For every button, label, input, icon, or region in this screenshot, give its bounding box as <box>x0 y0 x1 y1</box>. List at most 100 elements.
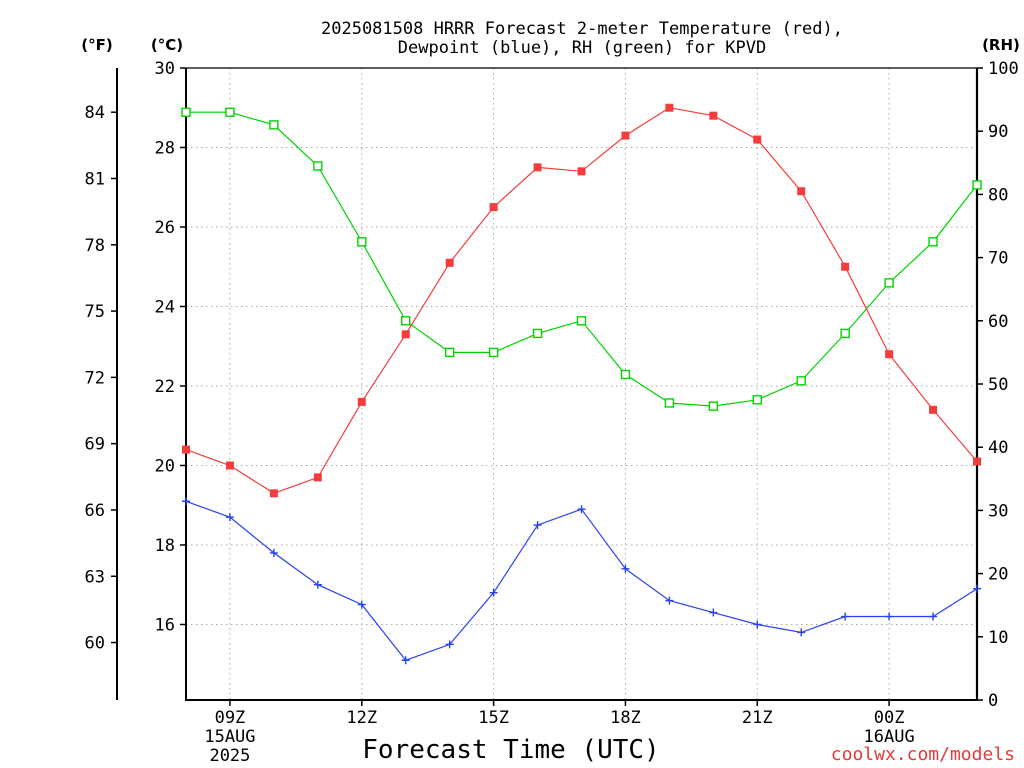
time-tick-label: 12Z <box>346 708 377 728</box>
rh-tick-label: 0 <box>988 691 998 711</box>
dewpoint-point <box>665 596 674 605</box>
dewpoint-point <box>489 588 498 597</box>
rh-tick-label: 40 <box>988 438 1008 458</box>
celsius-tick-label: 20 <box>155 456 175 476</box>
temperature-point <box>577 167 586 176</box>
celsius-tick-label: 28 <box>155 138 175 158</box>
dewpoint-point <box>313 580 322 589</box>
rh-point <box>357 237 367 247</box>
fahrenheit-tick-label: 63 <box>85 567 105 587</box>
celsius-tick-label: 16 <box>155 615 175 635</box>
dewpoint-point <box>182 497 190 506</box>
celsius-tick-label: 24 <box>155 297 175 317</box>
rh-point <box>181 107 191 117</box>
grid-layer <box>186 68 977 700</box>
rh-tick-label: 80 <box>988 185 1008 205</box>
rh-point <box>752 395 762 405</box>
rh-point <box>576 316 587 326</box>
temperature-point <box>797 187 806 196</box>
rh-tick-label: 10 <box>988 628 1008 648</box>
fahrenheit-tick-label: 60 <box>85 634 105 654</box>
dewpoint-point <box>929 612 938 621</box>
dewpoint-point <box>225 513 234 522</box>
rh-tick-label: 50 <box>988 375 1008 395</box>
temperature-point <box>929 405 938 414</box>
rh-tick-label: 90 <box>988 122 1008 142</box>
time-tick-label: 18Z <box>610 708 641 728</box>
dewpoint-point <box>797 628 806 637</box>
fahrenheit-tick-label: 69 <box>85 435 105 455</box>
temperature-point <box>753 135 762 144</box>
rh-tick-label: 20 <box>988 565 1008 585</box>
rh-point <box>664 398 675 408</box>
rh-tick-label: 70 <box>988 249 1008 269</box>
temperature-point <box>621 131 630 140</box>
date-label: 16AUG <box>864 727 915 747</box>
temperature-point <box>313 473 322 482</box>
tick-label-layer: 60 63 66 69 72 75 78 81 84 16 18 20 22 24 26 28 30 0 10 20 3… <box>85 59 1019 766</box>
temperature-point <box>445 258 454 267</box>
rh-point <box>444 347 455 358</box>
year-label: 2025 <box>209 746 250 766</box>
dewpoint-point <box>533 521 542 530</box>
time-tick-label: 21Z <box>742 708 773 728</box>
date-label: 15AUG <box>204 727 255 747</box>
rh-point <box>532 328 543 339</box>
rh-point <box>269 120 279 130</box>
series-layer <box>181 103 982 665</box>
time-tick-label: 09Z <box>215 708 246 728</box>
rh-point <box>972 180 982 190</box>
dewpoint-point <box>621 564 630 573</box>
time-tick-label: 15Z <box>478 708 509 728</box>
celsius-axis-label: (°C) <box>151 36 183 54</box>
chart-title-line-1: 2025081508 HRRR Forecast 2-meter Tempera… <box>321 19 843 39</box>
temperature-point <box>885 350 894 359</box>
temperature-point <box>665 103 674 112</box>
rh-point <box>928 237 938 247</box>
rh-point <box>313 161 323 171</box>
celsius-tick-label: 30 <box>155 59 175 79</box>
rh-point <box>401 316 411 326</box>
temperature-series <box>182 103 981 498</box>
rh-series <box>181 107 982 411</box>
celsius-tick-label: 26 <box>155 218 175 238</box>
temperature-point <box>225 461 234 470</box>
fahrenheit-tick-label: 72 <box>85 368 105 388</box>
dewpoint-point <box>753 620 762 629</box>
temperature-point <box>709 111 718 120</box>
chart-title-line-2: Dewpoint (blue), RH (green) for KPVD <box>398 38 766 58</box>
temperature-point <box>269 489 278 498</box>
fahrenheit-tick-label: 66 <box>85 501 105 521</box>
rh-tick-label: 100 <box>988 59 1019 79</box>
rh-point <box>840 328 850 339</box>
dewpoint-point <box>445 640 454 649</box>
temperature-point <box>973 457 981 466</box>
fahrenheit-axis-label: (°F) <box>81 36 112 54</box>
dewpoint-point <box>357 600 366 609</box>
temperature-point <box>841 262 850 271</box>
rh-point <box>708 401 719 411</box>
temperature-point <box>401 330 410 339</box>
temperature-point <box>357 397 366 406</box>
rh-point <box>796 376 806 386</box>
celsius-tick-label: 18 <box>155 536 175 556</box>
rh-tick-label: 30 <box>988 501 1008 521</box>
fahrenheit-tick-label: 84 <box>85 103 105 123</box>
rh-axis-label: (RH) <box>982 36 1020 54</box>
celsius-tick-label: 22 <box>155 377 175 397</box>
dewpoint-point <box>401 656 410 665</box>
rh-point <box>620 369 631 380</box>
dewpoint-point <box>577 505 586 514</box>
rh-point <box>884 278 894 288</box>
source-credit: coolwx.com/models <box>831 744 1015 765</box>
axes-layer <box>111 67 983 706</box>
temperature-point <box>489 203 498 212</box>
dewpoint-point <box>973 584 981 593</box>
fahrenheit-tick-label: 81 <box>85 169 105 189</box>
fahrenheit-tick-label: 75 <box>85 302 105 322</box>
fahrenheit-tick-label: 78 <box>85 236 105 256</box>
dewpoint-point <box>269 548 278 557</box>
rh-point <box>225 107 235 117</box>
